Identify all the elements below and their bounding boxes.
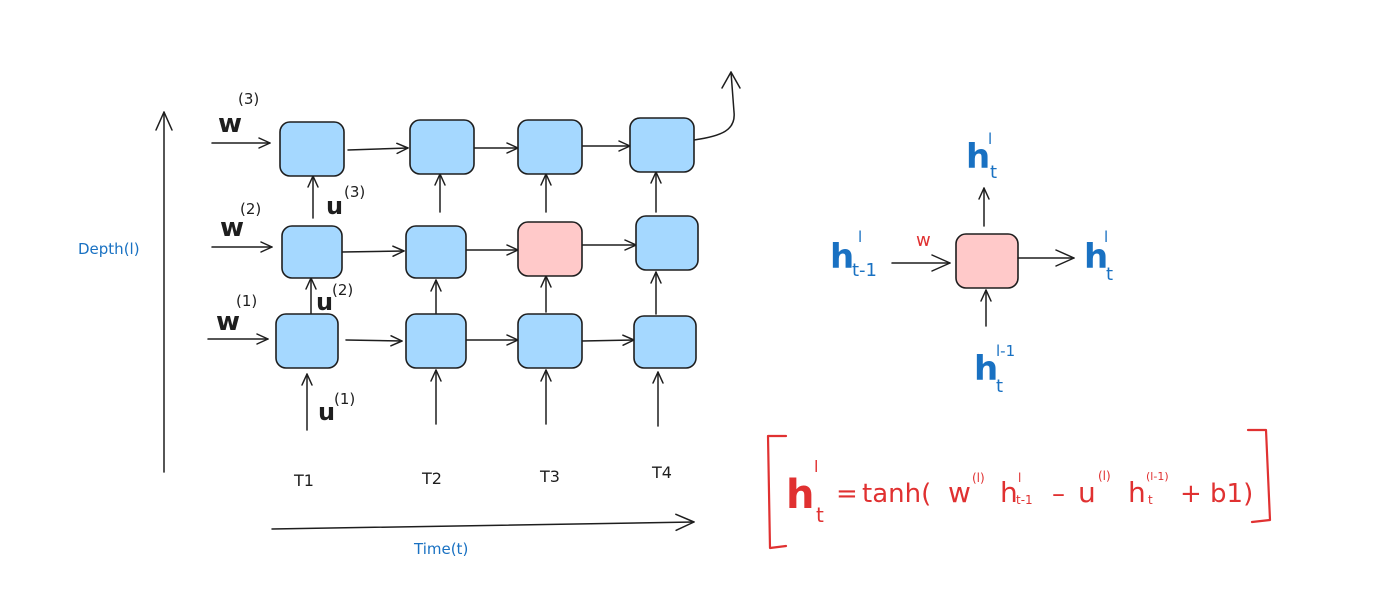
time-label-t1: T1 [293, 471, 314, 490]
time-axis-label: Time(t) [413, 540, 468, 558]
time-labels: T1 T2 T3 T4 [293, 463, 672, 490]
eq-lhs-sup: l [814, 457, 818, 476]
u-label-sup: (2) [332, 281, 353, 299]
u-label-sup: (1) [334, 390, 355, 408]
recurrence-arrow [341, 245, 405, 257]
rnn-cell [629, 117, 695, 173]
rnn-cell [405, 225, 467, 279]
eq-tail: + b1) [1180, 479, 1253, 509]
time-label-t4: T4 [651, 463, 672, 482]
u-labels: u (3) u (2) u (1) [316, 183, 365, 426]
eq-h1-sup: l [1018, 471, 1021, 485]
detail-input-sup: l [858, 228, 862, 246]
detail-input-h: h [830, 237, 854, 277]
weight-label-base: w [220, 213, 244, 243]
detail-output-sub: t [1106, 264, 1113, 285]
detail-top-sub: t [990, 162, 997, 183]
eq-op: – [1052, 479, 1065, 509]
detail-cell [955, 233, 1019, 289]
rnn-cell [409, 119, 475, 175]
u-label-base: u [318, 398, 335, 426]
recurrence-arrow [581, 334, 635, 346]
weight-label-sup: (2) [240, 200, 261, 218]
rnn-cell [279, 121, 345, 177]
rnn-cell [405, 313, 467, 369]
recurrence-arrow [347, 142, 409, 155]
eq-w-sup: (l) [972, 471, 985, 485]
detail-output-sup: l [1104, 228, 1108, 246]
depth-axis-label: Depth(l) [78, 240, 140, 258]
u-label-base: u [326, 192, 343, 220]
eq-lhs-h: h [786, 472, 814, 518]
output-arrow [693, 71, 735, 141]
weight-labels: w (3) w (2) w (1) [216, 90, 261, 337]
weight-label-base: w [218, 109, 242, 139]
time-label-t2: T2 [421, 469, 442, 488]
time-label-t3: T3 [539, 467, 560, 486]
detail-top-h: h [966, 137, 990, 177]
detail-bottom-sub: t [996, 376, 1003, 397]
rnn-cell [635, 215, 699, 271]
eq-h2: h [1128, 476, 1146, 509]
time-axis [271, 513, 695, 532]
rnn-cell [633, 315, 697, 369]
output-arrow-head [721, 71, 741, 89]
equation-left-bracket [766, 434, 788, 550]
u-label-sup: (3) [344, 183, 365, 201]
equation-right-bracket [1246, 428, 1272, 524]
horizontal-arrows [207, 137, 637, 347]
eq-w: w [948, 476, 971, 509]
detail-weight-label: w [916, 230, 931, 251]
detail-top-sup: l [988, 130, 992, 148]
equation: h l t = tanh( w (l) h l t-1 – u (l) h (l… [766, 428, 1272, 550]
rnn-cell [517, 119, 583, 175]
eq-lhs-sub: t [816, 503, 824, 527]
detail-bottom-sup: l-1 [996, 342, 1015, 360]
detail-bottom-h: h [974, 349, 998, 389]
detail-output-h: h [1084, 237, 1108, 277]
cell-grid [275, 117, 699, 369]
rnn-cell [517, 313, 583, 369]
u-label-base: u [316, 288, 333, 316]
eq-h1: h [1000, 476, 1018, 509]
rnn-cell [275, 313, 339, 369]
vertical-arrows [301, 71, 741, 431]
eq-func: tanh( [862, 479, 931, 509]
detail-input-sub: t-1 [852, 260, 877, 281]
eq-h2-sub: t [1148, 493, 1153, 507]
eq-u-sup: (l) [1098, 469, 1111, 483]
eq-h1-sub: t-1 [1016, 493, 1033, 507]
rnn-cell [281, 225, 343, 279]
weight-label-sup: (1) [236, 292, 257, 310]
recurrence-arrow [345, 335, 403, 347]
weight-label-sup: (3) [238, 90, 259, 108]
rnn-cell-highlighted [517, 221, 583, 277]
weight-label-base: w [216, 307, 240, 337]
eq-u: u [1078, 476, 1096, 509]
cell-detail: w h l t-1 h l t h l t h l-1 t [830, 130, 1113, 397]
eq-equals: = [836, 479, 858, 509]
eq-h2-sup: (l-1) [1146, 470, 1169, 483]
